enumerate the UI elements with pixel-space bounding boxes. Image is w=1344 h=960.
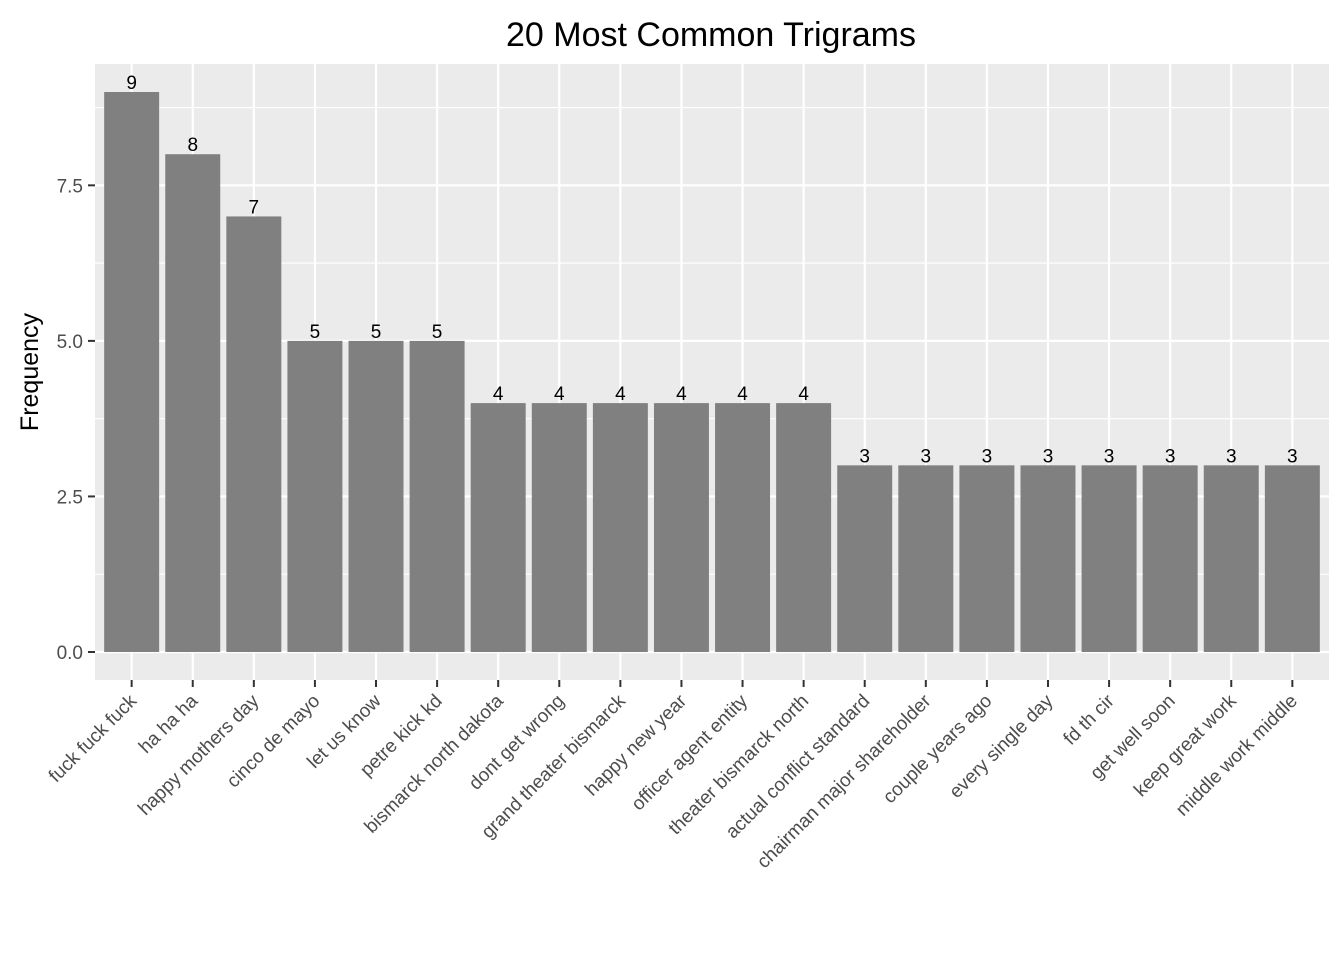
data-label: 9 — [126, 73, 137, 94]
bar — [287, 340, 343, 652]
bars — [104, 92, 1320, 652]
bar — [1203, 465, 1259, 652]
x-tick-label: couple years ago — [879, 691, 996, 808]
chart-title: 20 Most Common Trigrams — [506, 16, 916, 54]
data-label: 8 — [187, 135, 198, 156]
bar — [592, 403, 648, 652]
data-label: 3 — [1165, 446, 1176, 467]
data-label: 4 — [676, 384, 687, 405]
data-label: 3 — [982, 446, 993, 467]
bar — [837, 465, 893, 652]
y-tick-label: 7.5 — [57, 176, 83, 197]
data-label: 4 — [737, 384, 748, 405]
bar — [1264, 465, 1320, 652]
bar — [531, 403, 587, 652]
bar — [776, 403, 832, 652]
x-tick-label: fuck fuck fuck — [45, 690, 142, 787]
bar — [653, 403, 709, 652]
data-label: 7 — [249, 197, 260, 218]
data-label: 4 — [798, 384, 809, 405]
data-label: 3 — [921, 446, 932, 467]
y-axis: 0.0 2.5 5.0 7.5 — [57, 176, 95, 664]
x-tick-label: officer agent entity — [628, 690, 753, 815]
x-tick-label: keep great work — [1130, 690, 1241, 801]
data-label: 3 — [1287, 446, 1298, 467]
data-label: 5 — [310, 322, 321, 343]
bar — [104, 92, 160, 652]
data-label: 3 — [1104, 446, 1115, 467]
data-label: 3 — [1043, 446, 1054, 467]
bar — [226, 216, 282, 652]
x-tick-label: middle work middle — [1172, 691, 1302, 821]
data-label: 5 — [371, 322, 382, 343]
bar — [1081, 465, 1137, 652]
bar — [470, 403, 526, 652]
bar — [715, 403, 771, 652]
data-label: 4 — [554, 384, 565, 405]
bar — [959, 465, 1015, 652]
bar — [898, 465, 954, 652]
data-label: 3 — [1226, 446, 1237, 467]
data-label: 5 — [432, 322, 443, 343]
y-tick-label: 2.5 — [57, 487, 83, 508]
bar — [409, 340, 465, 652]
bar — [348, 340, 404, 652]
data-label: 3 — [859, 446, 870, 467]
data-labels: 9 8 7 5 5 5 4 4 4 4 4 4 3 3 3 3 3 3 3 3 — [126, 73, 1297, 467]
data-label: 4 — [615, 384, 626, 405]
bar — [165, 154, 221, 652]
x-tick-label: fd th cir — [1060, 690, 1119, 749]
bar — [1020, 465, 1076, 652]
y-tick-label: 0.0 — [57, 643, 83, 664]
data-label: 4 — [493, 384, 504, 405]
y-tick-label: 5.0 — [57, 332, 83, 353]
x-tick-label: every single day — [946, 690, 1058, 802]
y-axis-label: Frequency — [16, 312, 44, 431]
bar — [1142, 465, 1198, 652]
